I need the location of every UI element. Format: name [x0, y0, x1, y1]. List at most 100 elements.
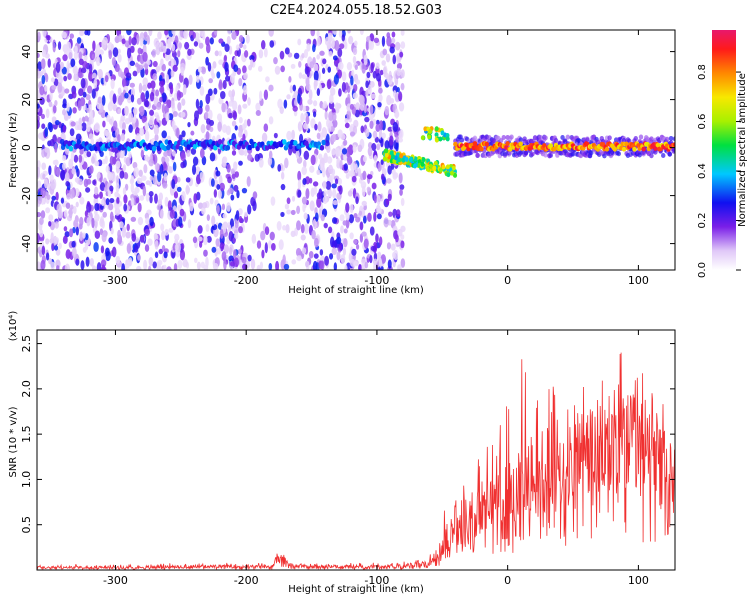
heatmap-cell — [117, 53, 122, 63]
heatmap-cell — [144, 67, 149, 76]
heatmap-cell — [73, 154, 79, 163]
heatmap-cell — [144, 63, 149, 70]
heatmap-cell — [344, 264, 348, 270]
heatmap-cell — [649, 153, 654, 159]
heatmap-cell — [173, 263, 178, 270]
heatmap-cell — [63, 75, 68, 82]
heatmap-cell — [117, 133, 121, 143]
heatmap-cell — [367, 146, 373, 157]
heatmap-cell — [126, 223, 130, 232]
heatmap-cell — [438, 167, 443, 173]
heatmap-cell — [137, 202, 142, 213]
heatmap-cell — [392, 172, 398, 180]
heatmap-cell — [345, 218, 350, 229]
heatmap-cell — [308, 89, 313, 100]
heatmap-cell — [45, 73, 49, 83]
heatmap-cell — [286, 209, 292, 215]
heatmap-cell — [302, 105, 307, 112]
heatmap-cell — [112, 47, 119, 58]
heatmap-cell — [273, 132, 278, 139]
heatmap-cell — [313, 79, 317, 91]
heatmap-cell — [130, 197, 135, 207]
heatmap-cell — [358, 264, 362, 270]
heatmap-cell — [197, 236, 203, 242]
snr-y-multiplier: (x10⁴) — [8, 311, 19, 342]
heatmap-cell — [280, 211, 285, 217]
heatmap-cell — [47, 121, 52, 131]
heatmap-cell — [172, 150, 176, 157]
heatmap-cell — [207, 62, 212, 72]
heatmap-cell — [382, 156, 387, 162]
heatmap-cell — [139, 234, 145, 243]
heatmap-cell — [279, 50, 285, 60]
heatmap-cell — [332, 188, 337, 199]
heatmap-cell — [178, 42, 183, 49]
heatmap-cell — [71, 247, 77, 258]
heatmap-cell — [538, 134, 543, 140]
heatmap-cell — [231, 31, 237, 40]
heatmap-cell — [213, 189, 217, 198]
heatmap-cell — [316, 36, 321, 47]
heatmap-cell — [154, 240, 159, 250]
heatmap-cell — [279, 106, 284, 114]
heatmap-cell — [44, 85, 48, 92]
heatmap-cell — [132, 107, 138, 116]
heatmap-cell — [178, 216, 183, 227]
heatmap-cell — [372, 130, 378, 139]
heatmap-cell — [404, 156, 409, 162]
heatmap-cell — [316, 30, 320, 37]
heatmap-cell — [209, 37, 214, 45]
heatmap-cell — [285, 223, 290, 234]
colorbar-tick-label: 0.4 — [697, 163, 708, 179]
heatmap-cell — [183, 30, 188, 40]
heatmap-cell — [75, 133, 82, 141]
heatmap-cell — [373, 194, 378, 204]
heatmap-cell — [205, 224, 210, 233]
heatmap-cell — [612, 146, 618, 152]
heatmap-cell — [75, 201, 79, 208]
heatmap-cell — [70, 204, 74, 210]
heatmap-cell — [139, 127, 145, 136]
heatmap-cell — [181, 98, 186, 106]
heatmap-cell — [589, 150, 594, 156]
heatmap-cell — [518, 137, 523, 143]
heatmap-cell — [440, 130, 445, 136]
heatmap-cell — [292, 105, 298, 112]
heatmap-cell — [100, 259, 107, 268]
heatmap-cell — [321, 139, 326, 146]
heatmap-cell — [395, 233, 399, 243]
heatmap-cell — [199, 172, 204, 181]
heatmap-cell — [132, 70, 138, 77]
heatmap-cell — [349, 203, 354, 214]
heatmap-cell — [114, 147, 119, 154]
heatmap-cell — [284, 203, 290, 210]
heatmap-cell — [80, 78, 86, 89]
heatmap-cell — [238, 215, 243, 224]
heatmap-cell — [153, 37, 160, 48]
heatmap-cell — [246, 118, 251, 127]
heatmap-cell — [52, 42, 56, 53]
heatmap-cell — [88, 165, 94, 174]
heatmap-cell — [56, 203, 62, 214]
heatmap-cell — [268, 263, 273, 270]
heatmap-cell — [50, 77, 55, 83]
heatmap-cell — [137, 216, 144, 226]
heatmap-cell — [290, 209, 296, 216]
heatmap-cell — [397, 264, 402, 270]
heatmap-cell — [218, 38, 224, 44]
heatmap-cell — [158, 74, 163, 83]
heatmap-cell — [349, 126, 354, 133]
heatmap-cell — [296, 220, 301, 231]
heatmap-cell — [332, 217, 338, 224]
heatmap-cell — [369, 104, 374, 115]
heatmap-cell — [247, 204, 252, 215]
heatmap-cell — [376, 194, 381, 206]
heatmap-cell — [103, 129, 110, 137]
heatmap-cell — [62, 54, 68, 62]
heatmap-cell — [198, 42, 204, 49]
heatmap-cell — [352, 47, 358, 56]
heatmap-cell — [360, 125, 365, 134]
heatmap-cell — [143, 259, 148, 270]
heatmap-cell — [225, 75, 230, 82]
heatmap-cell — [237, 248, 243, 255]
